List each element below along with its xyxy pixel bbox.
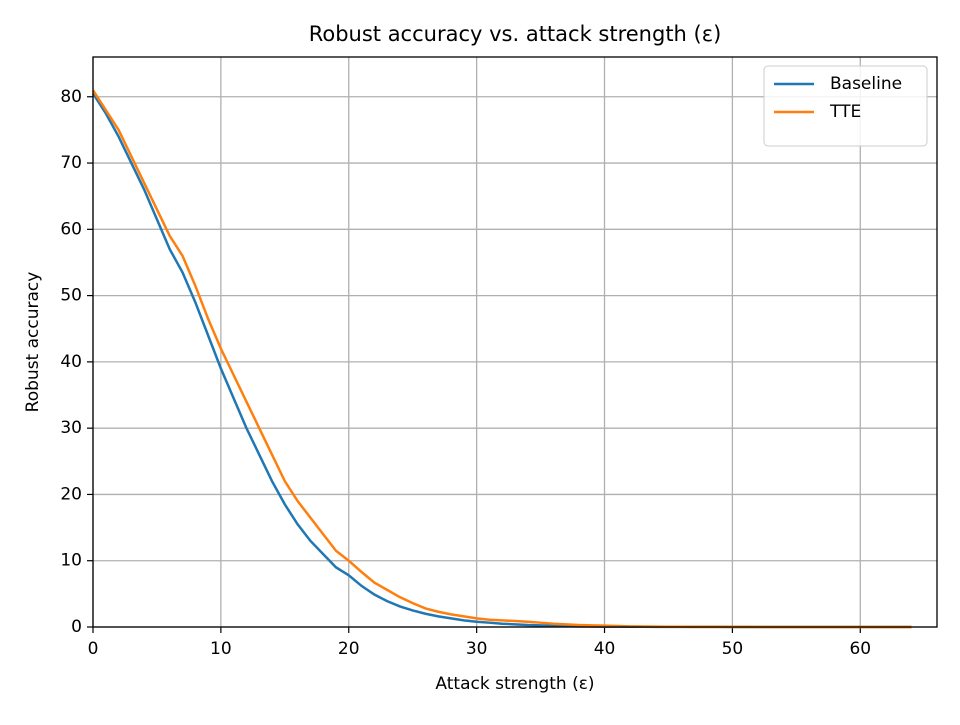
x-tick-label: 60 [849, 639, 871, 659]
legend-label: TTE [829, 102, 861, 122]
x-axis-label: Attack strength (ε) [435, 674, 594, 694]
legend-box [763, 65, 928, 147]
y-tick-label: 50 [60, 286, 82, 306]
x-tick-label: 40 [594, 639, 616, 659]
legend-label: Baseline [830, 74, 902, 94]
x-tick-label: 30 [466, 639, 488, 659]
x-tick-label: 50 [722, 639, 744, 659]
y-tick-label: 70 [60, 153, 82, 173]
y-tick-label: 80 [60, 87, 82, 107]
y-tick-label: 30 [60, 418, 82, 438]
y-tick-label: 20 [60, 484, 82, 504]
chart-title: Robust accuracy vs. attack strength (ε) [309, 22, 722, 46]
y-tick-label: 40 [60, 352, 82, 372]
y-tick-label: 10 [60, 551, 82, 571]
y-axis-label: Robust accuracy [23, 272, 43, 413]
line-series [91, 92, 912, 629]
x-tick-label: 10 [210, 639, 232, 659]
x-tick-label: 20 [338, 639, 360, 659]
y-tick-label: 0 [71, 617, 82, 637]
y-tick-label: 60 [60, 219, 82, 239]
plot-frame [92, 56, 938, 628]
x-tick-label: 0 [88, 639, 99, 659]
